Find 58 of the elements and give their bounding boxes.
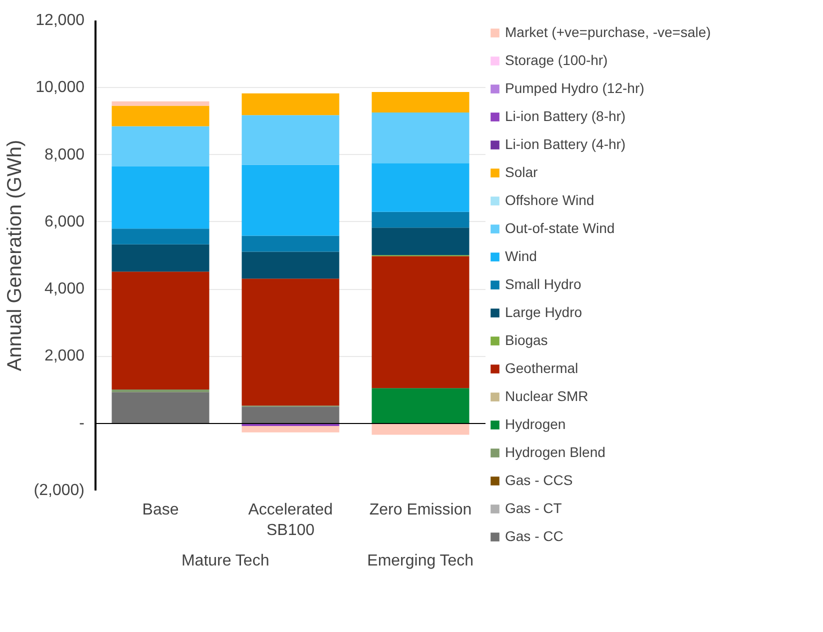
y-tick-label: (2,000): [34, 482, 85, 499]
bar: [242, 164, 340, 236]
bar: [112, 244, 210, 272]
y-axis-title: Annual Generation (GWh): [4, 140, 26, 372]
bar: [112, 166, 210, 229]
bar: [372, 228, 470, 256]
text: Mature Tech: [181, 552, 270, 570]
bar: [242, 115, 340, 165]
bar: [372, 112, 470, 164]
bar: [372, 256, 470, 388]
legend-label: Small Hydro: [505, 276, 582, 292]
bar: [242, 426, 340, 432]
legend-label: Biogas: [505, 332, 548, 348]
legend-label: Large Hydro: [505, 304, 582, 320]
y-tick-label: 8,000: [44, 146, 85, 164]
x-tick-label: Base: [142, 502, 179, 518]
bar: [112, 101, 210, 106]
bar: [242, 93, 340, 116]
y-tick-label: -: [79, 414, 84, 432]
y-tick-label: 4,000: [44, 280, 85, 298]
bar: [372, 92, 470, 112]
legend-label: Storage (100-hr): [505, 52, 608, 68]
legend-label: Gas - CCS: [505, 472, 573, 488]
bar: [372, 423, 470, 435]
bar: [112, 392, 210, 424]
bar: [242, 252, 340, 279]
legend-label: Li-ion Battery (4-hr): [505, 136, 626, 152]
bar: [112, 126, 210, 167]
legend-label: Wind: [505, 248, 537, 264]
bar: [242, 236, 340, 252]
bar: [372, 163, 470, 212]
legend-label: Market (+ve=purchase, -ve=sale): [505, 24, 711, 40]
x-tick-label: Zero Emission: [369, 502, 472, 518]
legend-label: Gas - CT: [505, 500, 562, 516]
legend-label: Hydrogen Blend: [505, 444, 606, 460]
legend-label: Nuclear SMR: [505, 388, 588, 404]
x-tick-label: Accelerated SB100: [248, 502, 333, 539]
bar: [242, 278, 340, 406]
legend-label: Gas - CC: [505, 528, 564, 544]
legend-label: Geothermal: [505, 360, 578, 376]
bar: [372, 212, 470, 228]
legend-label: Pumped Hydro (12-hr): [505, 80, 644, 96]
bar: [242, 406, 340, 424]
bar: [112, 228, 210, 244]
text: Emerging Tech: [367, 552, 474, 570]
legend-label: Li-ion Battery (8-hr): [505, 108, 626, 124]
bar: [112, 272, 210, 390]
legend-label: Solar: [505, 164, 538, 180]
legend-label: Hydrogen: [505, 416, 566, 432]
y-tick-label: 6,000: [44, 213, 85, 230]
legend-label: Offshore Wind: [505, 192, 594, 208]
bar: [372, 388, 470, 424]
bar: [112, 389, 210, 392]
legend-label: Out-of-state Wind: [505, 220, 615, 236]
y-tick-label: 10,000: [36, 79, 85, 96]
y-tick-label: 12,000: [36, 12, 85, 29]
bar: [112, 106, 210, 126]
y-tick-label: 2,000: [44, 348, 85, 365]
